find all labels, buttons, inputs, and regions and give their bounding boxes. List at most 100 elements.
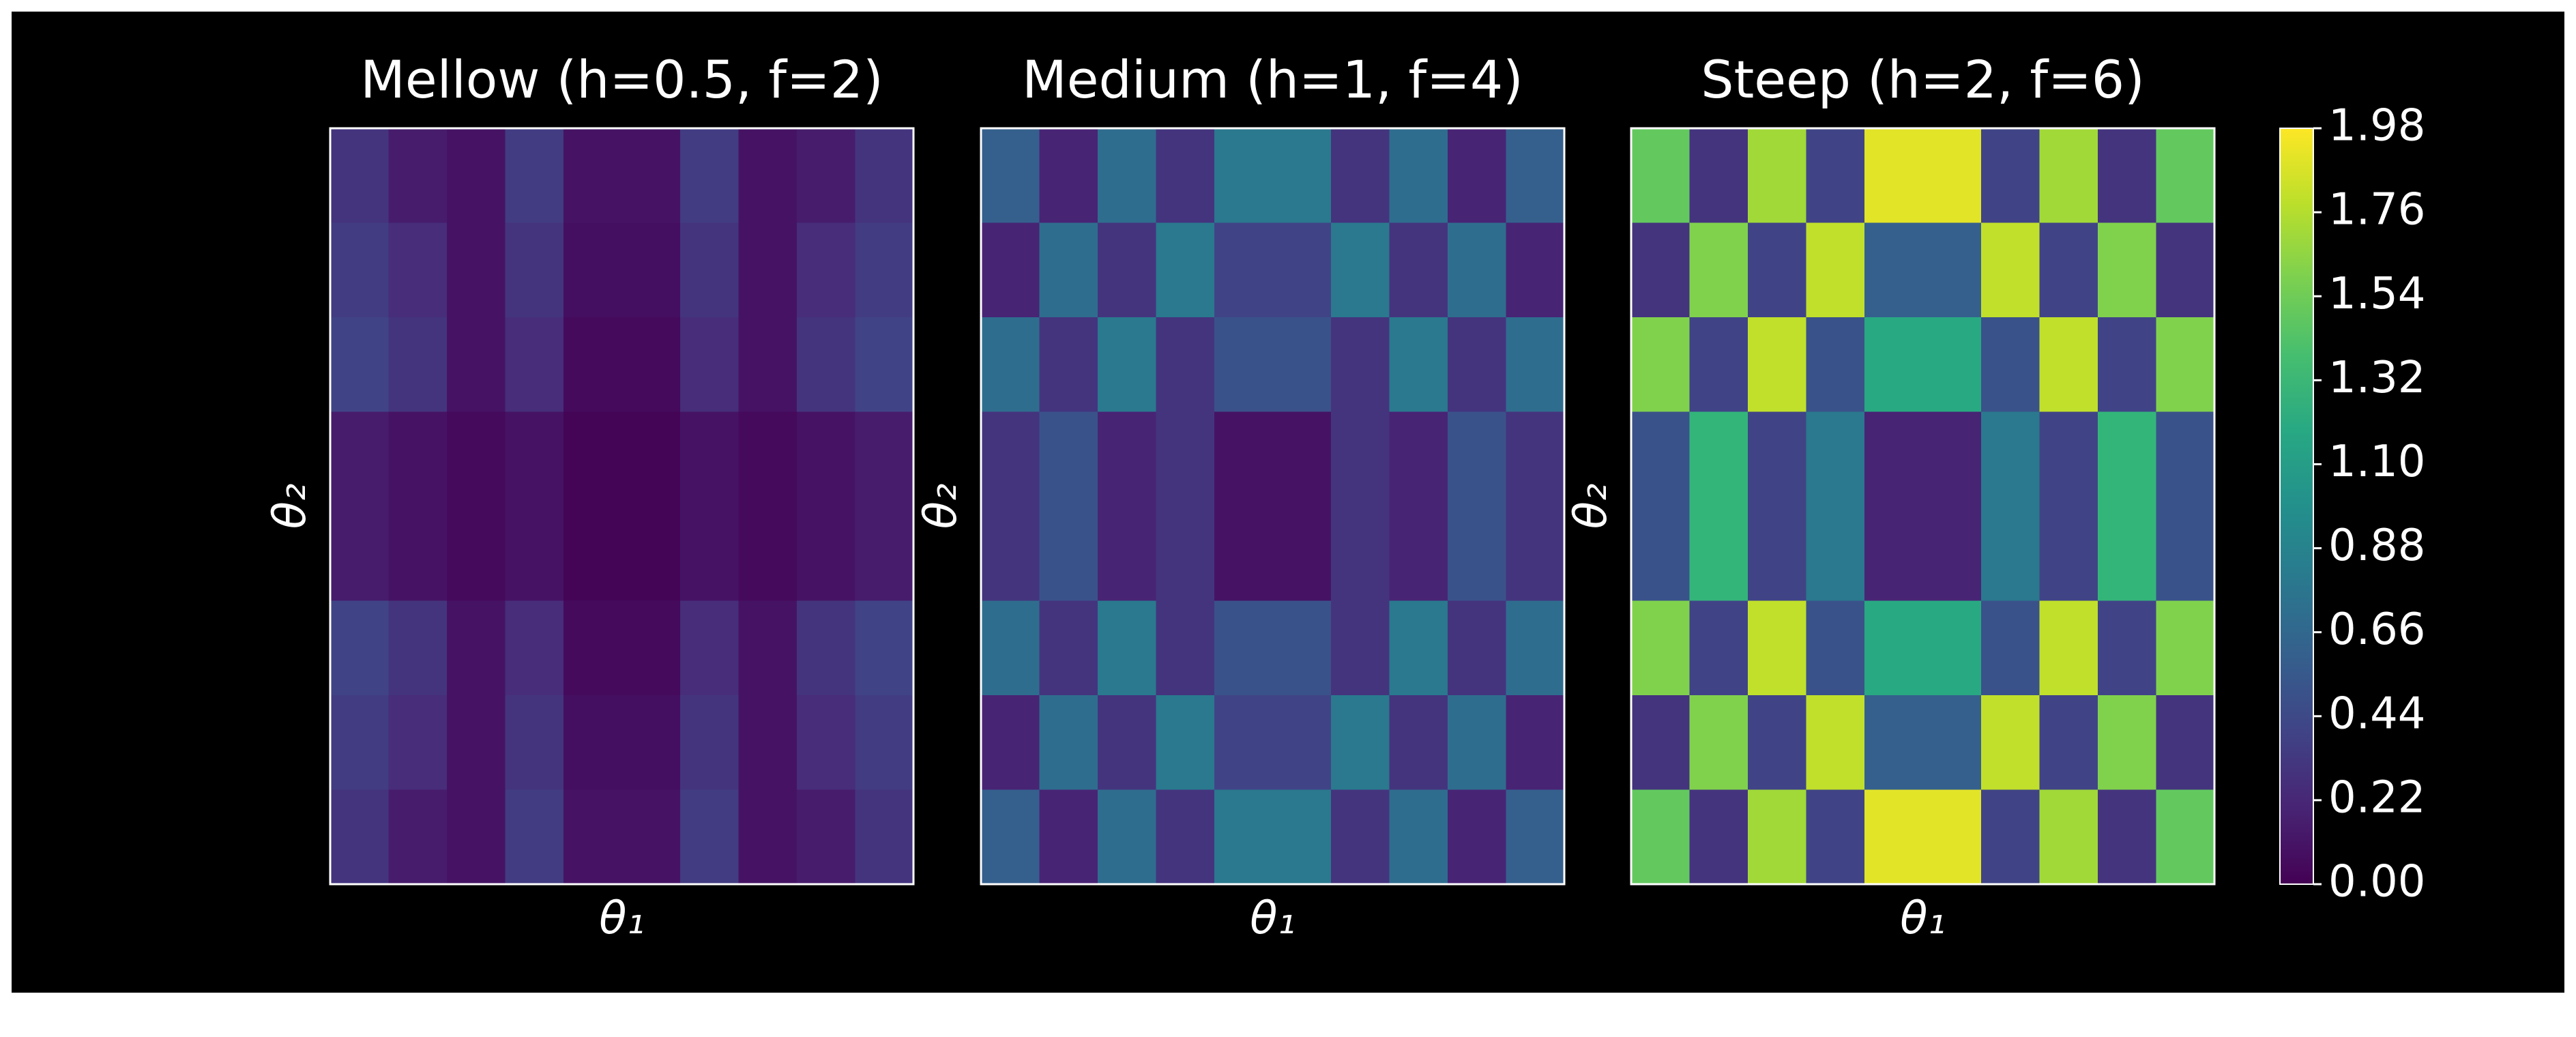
heatmap-cell [1689, 600, 1748, 696]
heatmap-cell [1631, 600, 1690, 696]
heatmap-cell [1631, 506, 1690, 601]
heatmap-cell [1039, 222, 1098, 318]
heatmap-cell [1448, 600, 1506, 696]
heatmap-cell [1448, 128, 1506, 223]
heatmap-cell [1506, 317, 1565, 412]
heatmap-cell [738, 600, 797, 696]
heatmap-cell [1389, 128, 1448, 223]
heatmap-cell [388, 317, 448, 412]
heatmap-cell [2039, 222, 2098, 318]
heatmap-cell [1098, 317, 1156, 412]
heatmap-cell [1331, 600, 1390, 696]
colorbar-tick-label: 1.10 [2328, 437, 2426, 487]
heatmap-cell [2039, 600, 2098, 696]
heatmap-cell [1506, 128, 1565, 223]
plot-frame [1630, 127, 2216, 886]
colorbar-tick-label: 0.66 [2328, 604, 2426, 655]
heatmap-cell [1098, 222, 1156, 318]
colorbar-tick-label: 1.32 [2328, 353, 2426, 403]
heatmap-cell [981, 128, 1040, 223]
x-axis-label: θ₁ [1900, 892, 1946, 944]
heatmap-cell [1214, 600, 1273, 696]
heatmap-cell [621, 222, 681, 318]
heatmap-cell [1806, 222, 1865, 318]
heatmap-cell [1448, 789, 1506, 885]
heatmap-cell [505, 600, 564, 696]
heatmap-cell [447, 317, 506, 412]
heatmap-cell [797, 317, 855, 412]
heatmap-cell [1098, 695, 1156, 790]
heatmap-cell [2098, 222, 2156, 318]
heatmap-cell [1981, 695, 2040, 790]
chart-title: Steep (h=2, f=6) [1701, 49, 2145, 110]
heatmap-cell [1748, 789, 1806, 885]
heatmap-cell [1214, 506, 1273, 601]
heatmap-cell [1748, 317, 1806, 412]
heatmap-cell [1156, 789, 1215, 885]
heatmap-cell [1331, 222, 1390, 318]
heatmap-cell [1806, 506, 1865, 601]
heatmap-cell [1039, 506, 1098, 601]
heatmap-cell [1039, 600, 1098, 696]
heatmap-cell [2039, 128, 2098, 223]
heatmap-cell [330, 600, 389, 696]
heatmap-cell [1689, 222, 1748, 318]
heatmap-cell [1689, 695, 1748, 790]
heatmap-cell [1748, 128, 1806, 223]
heatmap-cell [621, 789, 681, 885]
heatmap-cell [2098, 695, 2156, 790]
heatmap-cell [1922, 317, 1982, 412]
heatmap-cell [1331, 789, 1390, 885]
heatmap-cell [1922, 695, 1982, 790]
colorbar-tick-label: 1.54 [2328, 269, 2426, 319]
heatmap-cell [1389, 222, 1448, 318]
heatmap-cell [855, 600, 914, 696]
heatmap-cell [680, 317, 739, 412]
heatmap-cell [447, 128, 506, 223]
heatmap-cell [1981, 222, 2040, 318]
heatmap-cell [1922, 411, 1982, 507]
heatmap-cell [1981, 128, 2040, 223]
heatmap-cell [2156, 695, 2215, 790]
heatmap-cell [1448, 411, 1506, 507]
heatmap-cell [564, 600, 622, 696]
heatmap-cell [621, 506, 681, 601]
heatmap-cell [1689, 789, 1748, 885]
heatmap-cell [981, 506, 1040, 601]
heatmap-cell [1156, 128, 1215, 223]
heatmap-cell [1806, 600, 1865, 696]
heatmap-cell [738, 506, 797, 601]
heatmap-cell [564, 506, 622, 601]
heatmap-cell [1156, 317, 1215, 412]
heatmap-cell [505, 317, 564, 412]
heatmap-cell [981, 411, 1040, 507]
heatmap-cell [621, 600, 681, 696]
heatmap-cell [1631, 411, 1690, 507]
chart-title: Mellow (h=0.5, f=2) [360, 49, 883, 110]
heatmap-cell [1981, 506, 2040, 601]
heatmap-cell [388, 600, 448, 696]
heatmap-cell [1864, 128, 1923, 223]
heatmap-cell [1272, 506, 1332, 601]
heatmap-cell [2156, 600, 2215, 696]
colorbar [2279, 128, 2314, 885]
heatmap-cell [1331, 506, 1390, 601]
heatmap-cell [1506, 222, 1565, 318]
heatmap-cell [621, 411, 681, 507]
heatmap-cell [738, 317, 797, 412]
heatmap-cell [330, 695, 389, 790]
heatmap-cell [505, 222, 564, 318]
heatmap-cell [1331, 317, 1390, 412]
heatmap-cell [680, 600, 739, 696]
heatmap-cell [1098, 411, 1156, 507]
heatmap-cell [855, 506, 914, 601]
heatmap-cell [1864, 600, 1923, 696]
heatmap-cell [1214, 128, 1273, 223]
heatmap-cell [1214, 695, 1273, 790]
heatmap-cell [680, 506, 739, 601]
heatmap-cell [1098, 789, 1156, 885]
heatmap-cell [1389, 506, 1448, 601]
heatmap-cell [1156, 600, 1215, 696]
heatmap-cell [621, 695, 681, 790]
heatmap-cell [330, 317, 389, 412]
